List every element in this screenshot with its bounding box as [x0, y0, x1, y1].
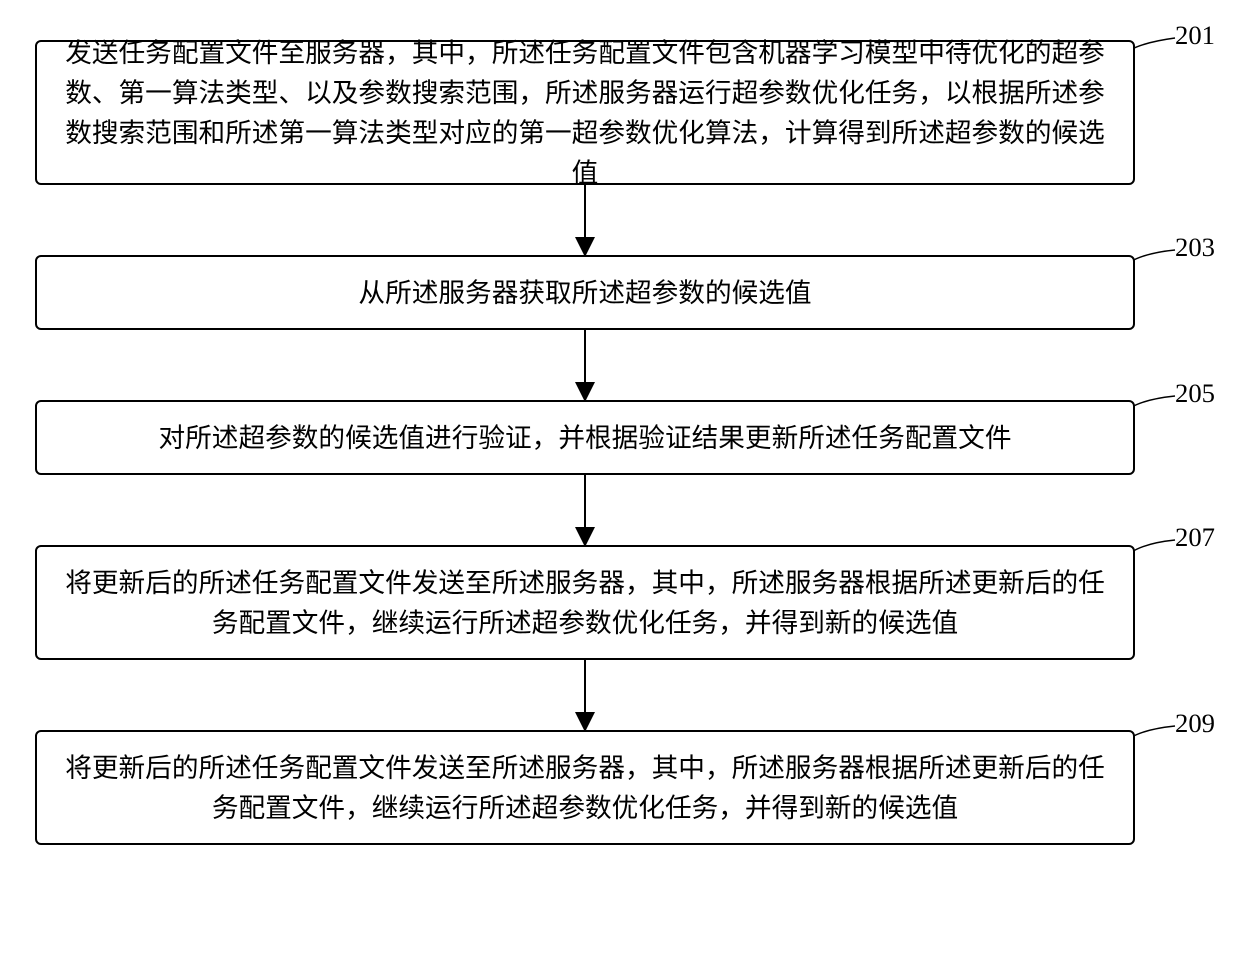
step-label-text: 201 [1175, 20, 1215, 50]
label-leader [1130, 38, 1175, 50]
flowchart-canvas: 发送任务配置文件至服务器，其中，所述任务配置文件包含机器学习模型中待优化的超参数… [0, 0, 1240, 959]
flow-node-201: 发送任务配置文件至服务器，其中，所述任务配置文件包含机器学习模型中待优化的超参数… [35, 40, 1135, 185]
step-label-209: 209 [1175, 708, 1215, 739]
step-label-207: 207 [1175, 522, 1215, 553]
step-label-203: 203 [1175, 232, 1215, 263]
flow-node-text: 将更新后的所述任务配置文件发送至所述服务器，其中，所述服务器根据所述更新后的任务… [57, 748, 1113, 828]
flow-node-205: 对所述超参数的候选值进行验证，并根据验证结果更新所述任务配置文件 [35, 400, 1135, 475]
flow-node-207: 将更新后的所述任务配置文件发送至所述服务器，其中，所述服务器根据所述更新后的任务… [35, 545, 1135, 660]
step-label-text: 209 [1175, 708, 1215, 738]
flow-node-text: 发送任务配置文件至服务器，其中，所述任务配置文件包含机器学习模型中待优化的超参数… [57, 33, 1113, 193]
step-label-text: 203 [1175, 232, 1215, 262]
step-label-205: 205 [1175, 378, 1215, 409]
flow-node-text: 将更新后的所述任务配置文件发送至所述服务器，其中，所述服务器根据所述更新后的任务… [57, 563, 1113, 643]
label-leader [1130, 250, 1175, 262]
flow-node-text: 对所述超参数的候选值进行验证，并根据验证结果更新所述任务配置文件 [159, 418, 1012, 458]
flow-node-203: 从所述服务器获取所述超参数的候选值 [35, 255, 1135, 330]
step-label-text: 205 [1175, 378, 1215, 408]
label-leader [1130, 396, 1175, 408]
label-leader [1130, 726, 1175, 738]
step-label-text: 207 [1175, 522, 1215, 552]
step-label-201: 201 [1175, 20, 1215, 51]
flow-node-209: 将更新后的所述任务配置文件发送至所述服务器，其中，所述服务器根据所述更新后的任务… [35, 730, 1135, 845]
flow-node-text: 从所述服务器获取所述超参数的候选值 [358, 273, 811, 313]
label-leader [1130, 540, 1175, 553]
